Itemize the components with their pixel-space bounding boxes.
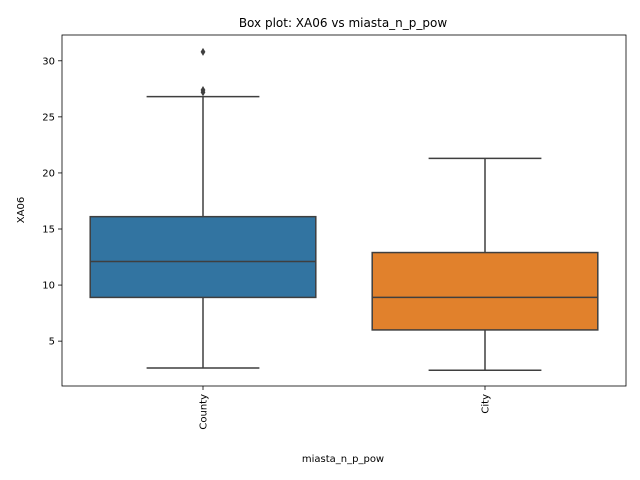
iqr-box xyxy=(371,251,599,331)
y-tick-label: 10 xyxy=(42,281,55,292)
y-tick-label: 15 xyxy=(42,225,55,236)
y-tick-label: 5 xyxy=(49,337,55,348)
y-axis-label: XA06 xyxy=(16,197,27,223)
plot-frame xyxy=(61,34,627,387)
chart-title: Box plot: XA06 vs miasta_n_p_pow xyxy=(239,16,448,30)
outlier-point xyxy=(200,47,206,56)
y-tick-label: 20 xyxy=(42,168,55,179)
x-tick-label: County xyxy=(199,394,210,430)
plot-area xyxy=(89,47,599,372)
box-group-city xyxy=(371,157,599,372)
y-axis: 5 10 15 20 25 30 xyxy=(42,56,62,348)
x-axis: County City xyxy=(199,386,492,430)
y-tick-label: 25 xyxy=(42,112,55,123)
x-tick-label: City xyxy=(481,394,492,414)
y-tick-label: 30 xyxy=(42,56,55,67)
iqr-box xyxy=(89,215,317,299)
outlier-point xyxy=(200,85,206,94)
x-axis-label: miasta_n_p_pow xyxy=(302,454,384,465)
box-group-county xyxy=(89,47,317,369)
